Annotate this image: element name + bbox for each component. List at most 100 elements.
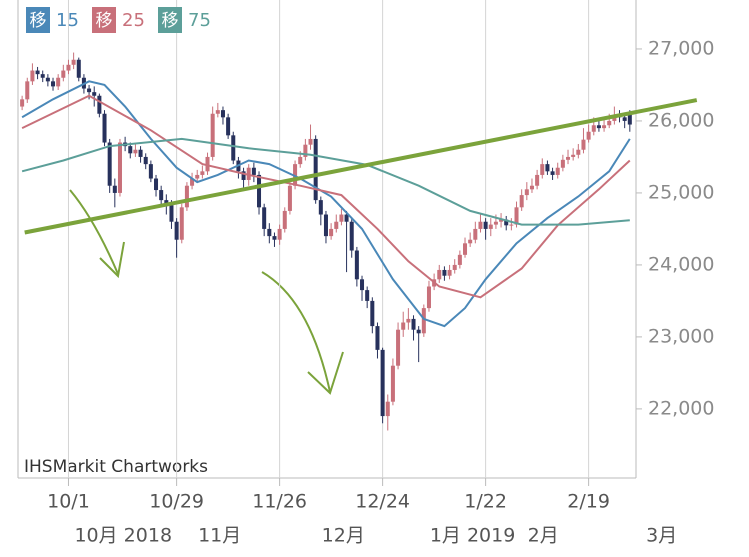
candle-body (251, 167, 256, 175)
legend-swatch (158, 7, 182, 33)
candle-body (365, 290, 370, 301)
month-label: 1月 2019 (430, 525, 515, 547)
candle-body (25, 81, 30, 100)
arrow-head (99, 241, 125, 279)
candle-body (550, 171, 555, 175)
candle-body (92, 92, 97, 96)
candle-body (143, 156, 148, 165)
candle-body (210, 113, 215, 157)
candle-body (488, 224, 493, 229)
candle-body (581, 139, 586, 150)
candle-body (169, 205, 174, 222)
candle-body (220, 110, 225, 118)
candle-body (241, 171, 246, 180)
y-tick-label: 24,000 (648, 253, 714, 275)
candle-body (354, 250, 359, 280)
candle-body (416, 329, 421, 334)
candle-body (602, 125, 607, 129)
arrow (69, 189, 119, 275)
candle-body (71, 59, 76, 65)
candle-body (179, 207, 184, 240)
candle-body (509, 224, 514, 226)
candle-body (205, 156, 210, 172)
candle-body (385, 401, 390, 417)
candle-body (555, 167, 560, 175)
candle-body (478, 221, 483, 229)
x-tick-label: 12/24 (355, 491, 410, 513)
candle-body (401, 322, 406, 330)
candle-body (607, 120, 612, 126)
candle-body (473, 228, 478, 240)
candle-body (426, 286, 431, 309)
candle-body (287, 185, 292, 211)
candle-body (215, 110, 220, 114)
x-tick-label: 2/19 (567, 491, 610, 513)
candle-body (246, 167, 251, 180)
candle-body (35, 70, 40, 75)
candle-body (56, 77, 61, 87)
candle-body (344, 214, 349, 222)
candle-body (293, 164, 298, 186)
legend-swatch (26, 7, 50, 33)
candle-body (447, 269, 452, 276)
legend-label: 25 (122, 10, 145, 31)
month-label: 2月 (528, 525, 559, 547)
candle-body (61, 70, 66, 78)
candle-body (483, 221, 488, 229)
ma-line (21, 137, 630, 226)
y-tick-label: 23,000 (648, 325, 714, 347)
candle-body (133, 149, 138, 154)
legend-label: 75 (188, 10, 211, 31)
month-label: 12月 (322, 525, 365, 547)
legend-label: 15 (56, 10, 79, 31)
candle-body (586, 131, 591, 140)
candle-body (200, 171, 205, 175)
candle-body (303, 144, 308, 157)
candle-body (442, 269, 447, 276)
candle-body (566, 156, 571, 160)
candle-body (334, 221, 339, 229)
candle-body (190, 178, 195, 186)
candle-body (375, 326, 380, 350)
candle-body (159, 190, 164, 201)
candle-body (591, 125, 596, 132)
candle-body (437, 269, 442, 280)
candle-body (257, 174, 262, 208)
candle-body (102, 113, 107, 143)
candle-body (20, 99, 25, 107)
candle-body (452, 264, 457, 270)
candle-body (267, 228, 272, 237)
candle-body (406, 318, 411, 323)
x-tick-label: 11/26 (252, 491, 307, 513)
candle-body (277, 228, 282, 240)
candle-body (596, 125, 601, 129)
watermark: IHSMarkit Chartworks (24, 457, 208, 477)
candle-body (370, 300, 375, 327)
month-label: 3月 (646, 525, 677, 547)
candle-body (576, 149, 581, 155)
candle-body (184, 185, 189, 208)
candle-body (535, 174, 540, 186)
candle-body (349, 221, 354, 251)
candle-body (411, 318, 416, 330)
candle-body (97, 95, 102, 114)
month-label: 11月 (198, 525, 241, 547)
candle-body (329, 228, 334, 237)
candle-body (545, 164, 550, 172)
candle-body (499, 219, 504, 222)
candle-body (529, 185, 534, 190)
candle-body (174, 221, 179, 240)
x-tick-label: 1/22 (464, 491, 507, 513)
candle-body (493, 221, 498, 225)
candle-body (226, 117, 231, 136)
candle-body (76, 59, 81, 78)
candle-body (540, 164, 545, 175)
candle-body (514, 207, 519, 225)
candle-body (154, 178, 159, 191)
ma-line (21, 94, 631, 299)
candle-body (339, 214, 344, 222)
candle-body (627, 113, 632, 125)
candle-body (622, 117, 627, 121)
